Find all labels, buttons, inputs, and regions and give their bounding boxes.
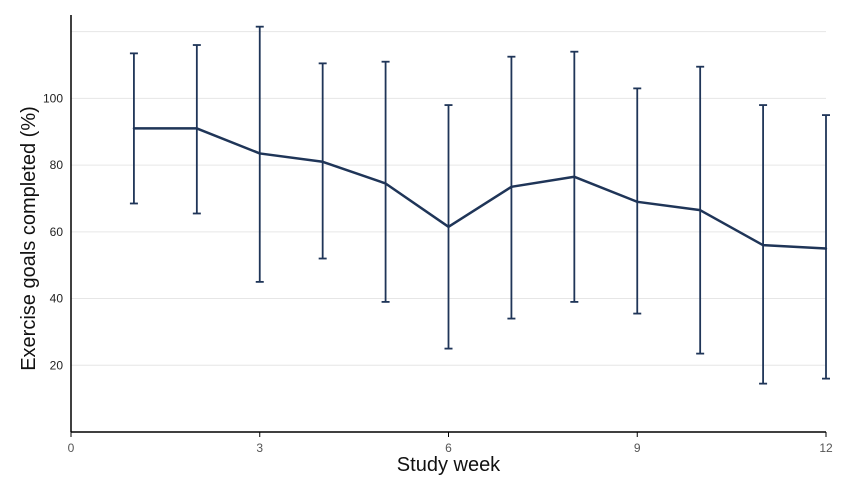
x-tick-label: 6 — [445, 441, 452, 455]
data-point — [132, 127, 136, 130]
tick-labels: 20 40 60 80 100 0 3 6 9 12 — [43, 91, 833, 455]
data-point — [447, 225, 450, 229]
y-tick-label: 20 — [50, 358, 64, 372]
data-point — [636, 200, 639, 204]
y-tick-label: 100 — [43, 91, 63, 105]
series-line — [133, 127, 827, 250]
data-point — [573, 175, 576, 178]
data-point — [824, 247, 828, 250]
data-point — [321, 160, 324, 163]
series-line-group — [132, 127, 828, 250]
x-tick-label: 12 — [819, 441, 833, 455]
error-bars — [129, 25, 830, 385]
x-tick-label: 0 — [68, 441, 75, 455]
y-axis-title: Exercise goals completed (%) — [18, 106, 40, 371]
y-tick-label: 60 — [50, 225, 64, 239]
y-tick-label: 80 — [50, 158, 64, 172]
data-point — [510, 185, 513, 189]
x-axis-title: Study week — [397, 454, 501, 476]
data-point — [761, 243, 765, 247]
data-point — [698, 208, 702, 212]
x-tick-label: 9 — [634, 441, 641, 455]
data-point — [384, 182, 387, 185]
data-point — [258, 152, 261, 155]
y-tick-label: 40 — [50, 292, 64, 306]
data-point — [195, 127, 199, 130]
x-tick-label: 3 — [256, 441, 263, 455]
